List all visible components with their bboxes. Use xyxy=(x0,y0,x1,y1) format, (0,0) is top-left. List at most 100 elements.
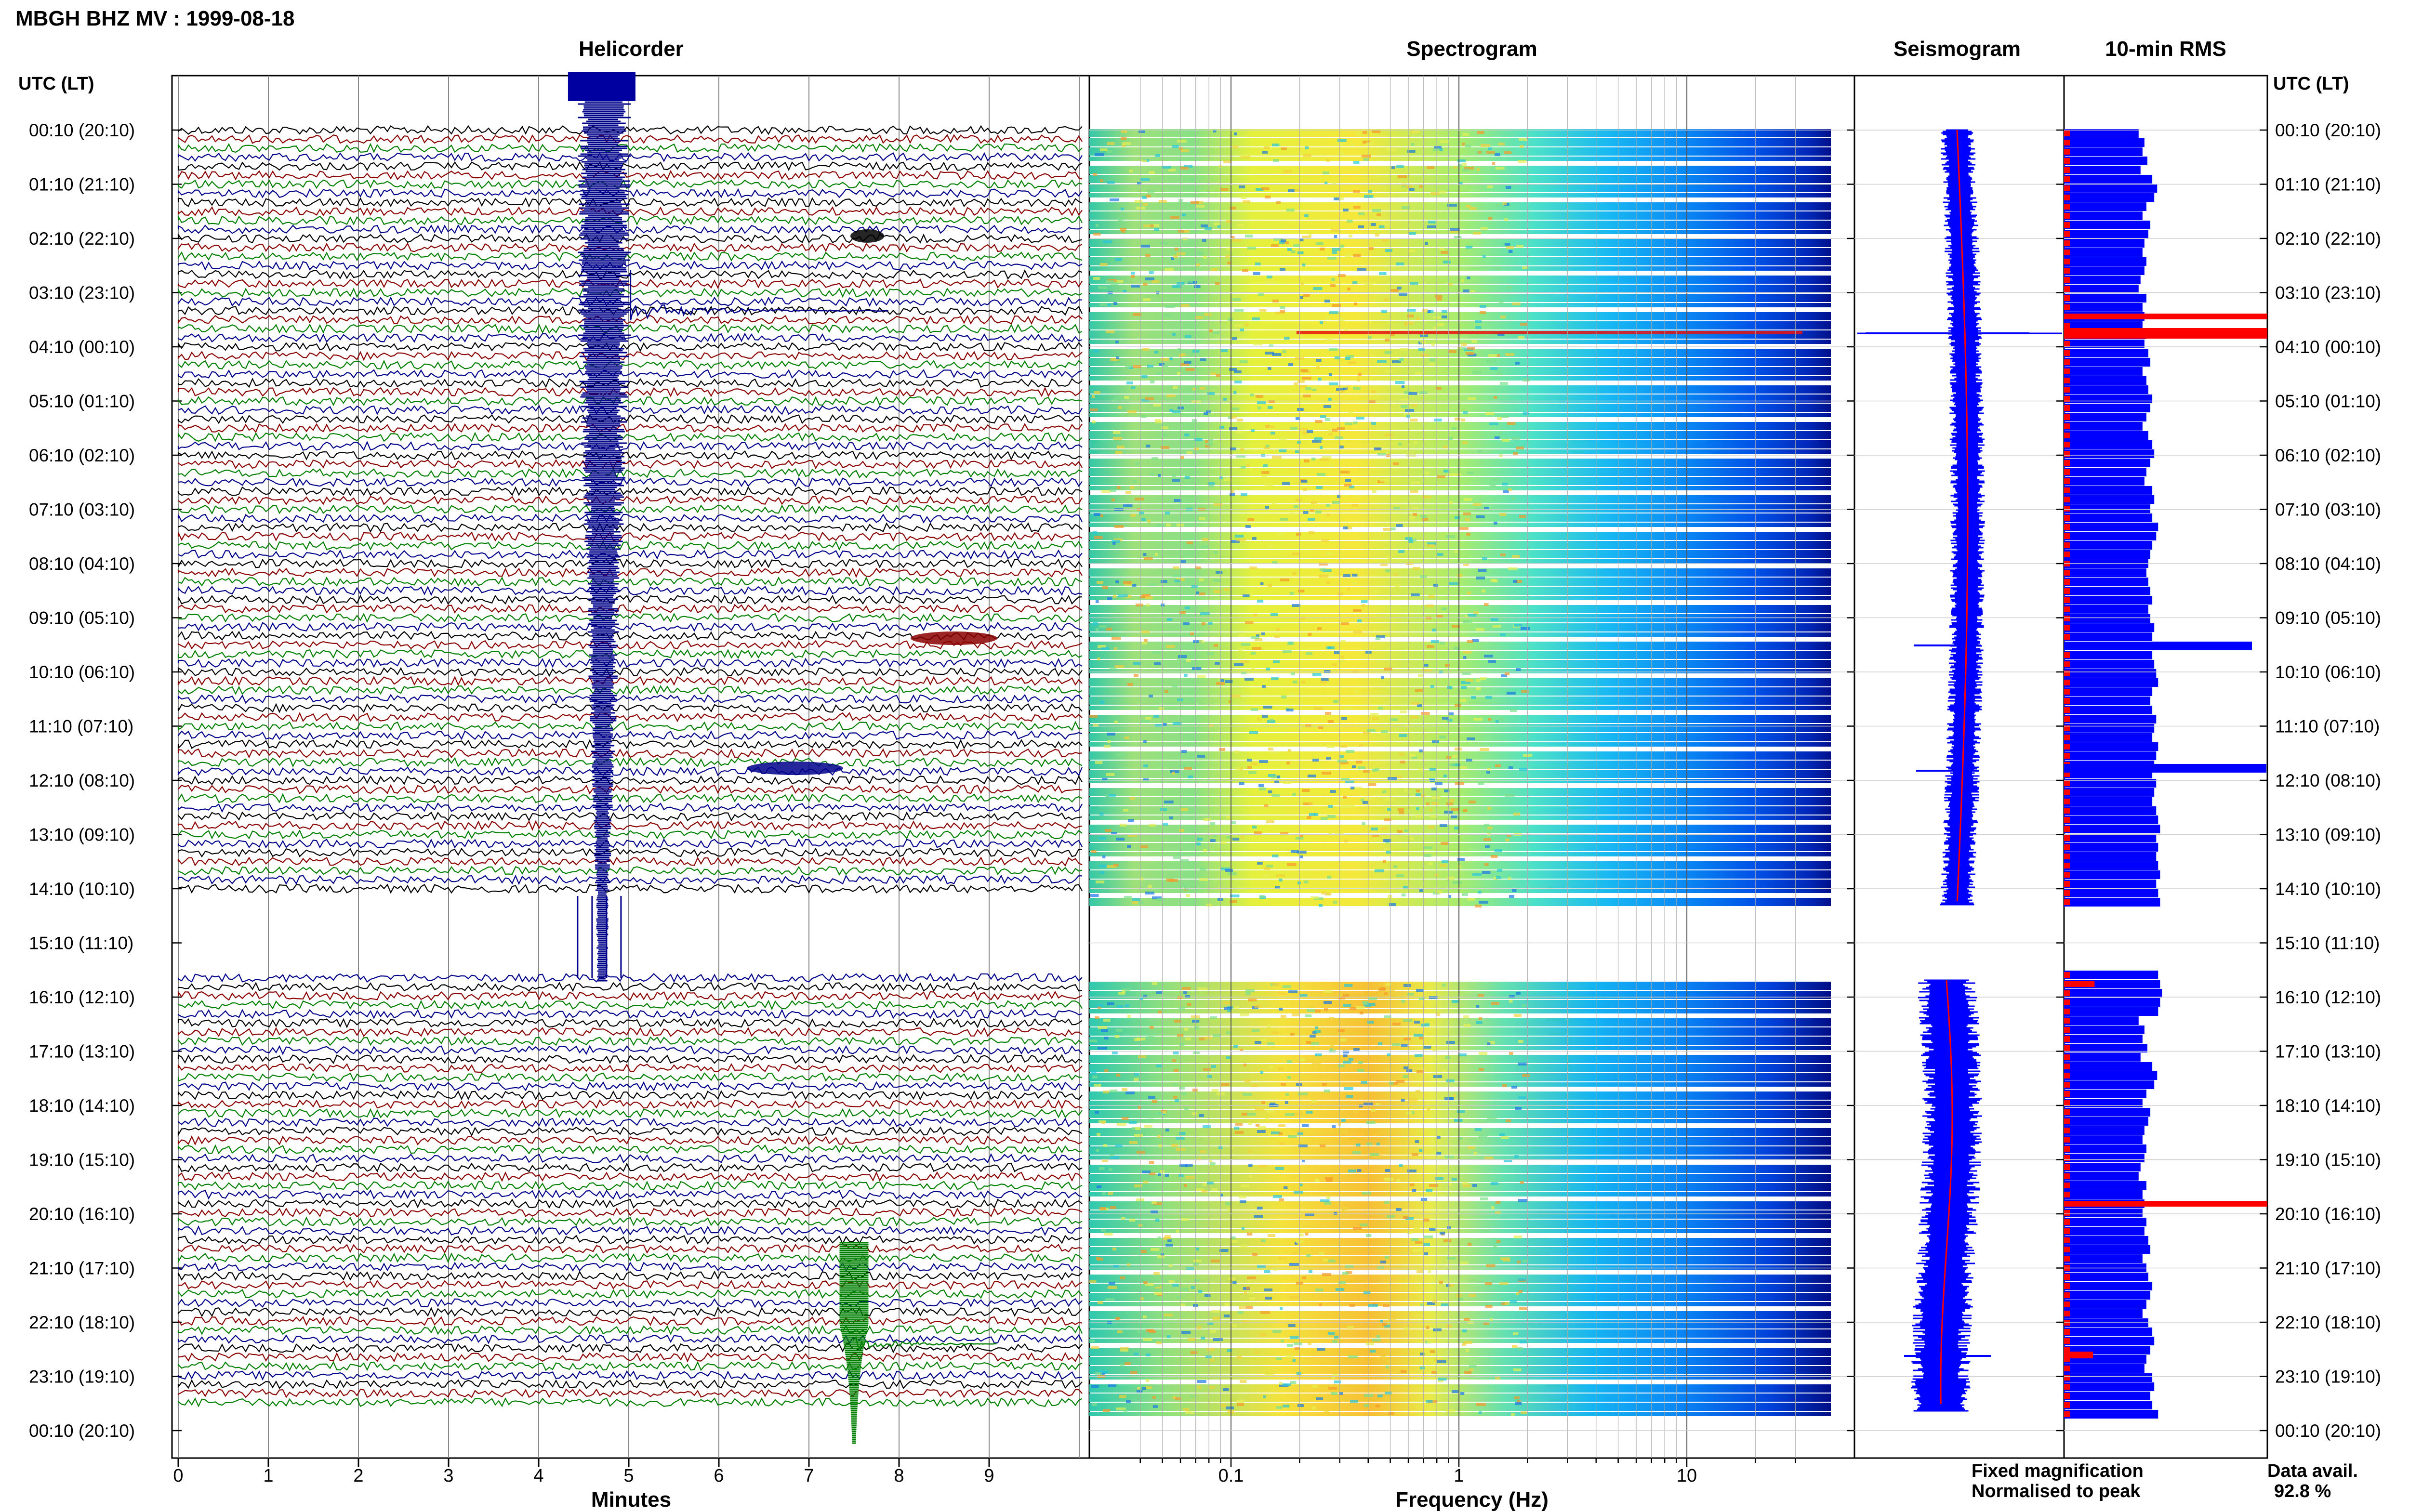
spectrogram-speckle xyxy=(1319,575,1328,578)
rms-normalised-bar xyxy=(2064,405,2070,411)
spectrogram-speckle xyxy=(1173,1396,1176,1399)
spectrogram-speckle xyxy=(1512,302,1521,305)
spectrogram-row xyxy=(1089,1101,1831,1109)
spectrogram-speckle xyxy=(1126,1400,1131,1403)
spectrogram-speckle xyxy=(1255,638,1263,641)
rms-normalised-bar xyxy=(2064,176,2070,182)
spectrogram-speckle xyxy=(1461,681,1470,684)
spectrogram-speckle xyxy=(1155,154,1161,157)
spectrogram-speckle xyxy=(1351,504,1359,507)
spectrogram-speckle xyxy=(1255,1108,1265,1111)
spectrogram-speckle xyxy=(1230,447,1236,450)
spectrogram-speckle xyxy=(1375,768,1380,771)
spectrogram-speckle xyxy=(1505,672,1509,675)
spectrogram-speckle xyxy=(1251,652,1256,655)
spectrogram-speckle xyxy=(1297,851,1307,854)
spectrogram-speckle xyxy=(1155,419,1161,422)
helicorder-trace xyxy=(177,242,1083,253)
spectrogram-speckle xyxy=(1240,1380,1247,1383)
spectrogram-speckle xyxy=(1448,350,1456,353)
spectrogram-speckle xyxy=(1221,1404,1226,1407)
helicorder-trace xyxy=(177,766,1083,776)
spectrogram-speckle xyxy=(1252,1029,1260,1032)
spectrogram-speckle xyxy=(1311,1100,1317,1103)
spectrogram-speckle xyxy=(1504,1159,1512,1162)
spectrogram-speckle xyxy=(1522,1074,1530,1077)
spectrogram-speckle xyxy=(1297,408,1304,411)
spectrogram-speckle xyxy=(1350,1400,1358,1403)
spectrogram-speckle xyxy=(1397,287,1402,289)
spectrogram-speckle xyxy=(1461,419,1466,421)
spectrogram-speckle xyxy=(1410,837,1414,840)
minute-tick-label: 8 xyxy=(894,1466,904,1486)
spectrogram-speckle xyxy=(1351,385,1355,388)
spectrogram-speckle xyxy=(1420,1303,1424,1306)
helicorder-trace xyxy=(177,748,1083,759)
spectrogram-speckle xyxy=(1244,1064,1247,1066)
spectrogram-speckle xyxy=(1115,258,1123,261)
helicorder-trace xyxy=(177,125,1083,135)
spectrogram-speckle xyxy=(1195,316,1203,319)
rms-normalised-bar xyxy=(2064,1045,2070,1051)
spectrogram-speckle xyxy=(1462,441,1468,444)
rms-fixed-bar xyxy=(2064,1337,2155,1345)
spectrogram-speckle xyxy=(1179,611,1186,614)
helicorder-trace xyxy=(177,1388,1083,1398)
spectrogram-speckle xyxy=(1173,1052,1179,1054)
spectrogram-speckle xyxy=(1130,1371,1138,1374)
spectrogram-speckle xyxy=(1249,1297,1256,1300)
spectrogram-speckle xyxy=(1367,729,1376,732)
helicorder-trace xyxy=(177,414,1083,424)
spectrogram-speckle xyxy=(1172,410,1181,413)
spectrogram-speckle xyxy=(1236,455,1246,458)
spectrogram-speckle xyxy=(1165,268,1174,271)
rms-normalised-bar xyxy=(2064,295,2070,301)
spectrogram-speckle xyxy=(1383,223,1392,226)
rms-fixed-bar xyxy=(2064,147,2143,156)
spectrogram-speckle xyxy=(1191,1015,1200,1018)
spectrogram-speckle xyxy=(1315,420,1323,423)
spectrogram-speckle xyxy=(1353,161,1360,164)
spectrogram-speckle xyxy=(1284,170,1292,173)
spectrogram-speckle xyxy=(1410,754,1416,757)
spectrogram-speckle xyxy=(1301,1390,1305,1393)
spectrogram-speckle xyxy=(1299,855,1303,858)
spectrogram-speckle xyxy=(1416,1270,1423,1273)
spectrogram-speckle xyxy=(1432,1049,1438,1052)
spectrogram-speckle xyxy=(1299,1183,1303,1186)
spectrogram-speckle xyxy=(1196,1248,1199,1250)
spectrogram-speckle xyxy=(1257,1265,1266,1268)
spectrogram-speckle xyxy=(1459,182,1463,185)
spectrogram-speckle xyxy=(1437,553,1443,556)
spectrogram-speckle xyxy=(1155,1219,1160,1222)
spectrogram-speckle xyxy=(1516,447,1524,449)
spectrogram-speckle xyxy=(1251,708,1258,711)
spectrogram-speckle xyxy=(1422,518,1429,521)
rms-normalised-bar xyxy=(2064,478,2070,484)
spectrogram-speckle xyxy=(1145,254,1151,257)
spectrogram-speckle xyxy=(1319,563,1328,565)
spectrogram-speckle xyxy=(1481,144,1490,147)
spectrogram-speckle xyxy=(1311,501,1317,504)
spectrogram-row xyxy=(1089,413,1831,417)
spectrogram-row xyxy=(1089,358,1831,366)
spectrogram-row xyxy=(1089,1046,1831,1050)
spectrogram-speckle xyxy=(1230,1146,1234,1149)
spectrogram-speckle xyxy=(1500,553,1506,556)
rms-normalised-bar xyxy=(2064,606,2070,612)
spectrogram-speckle xyxy=(1441,842,1449,845)
spectrogram-speckle xyxy=(1318,726,1324,729)
spectrogram-speckle xyxy=(1506,286,1512,289)
spectrogram-speckle xyxy=(1468,397,1476,400)
spectrogram-row xyxy=(1089,468,1831,476)
spectrogram-speckle xyxy=(1415,1054,1423,1057)
spectrogram-speckle xyxy=(1433,148,1440,151)
time-tick-labels-left: 00:10 (20:10)01:10 (21:10)02:10 (22:10)0… xyxy=(29,120,135,1441)
helicorder-trace xyxy=(177,278,1083,289)
spectrogram-speckle xyxy=(1469,801,1476,803)
spectrogram-speckle xyxy=(1300,296,1303,299)
spectrogram-speckle xyxy=(1411,593,1420,596)
spectrogram-speckle xyxy=(1129,170,1133,172)
rms-fixed-bar xyxy=(2064,1245,2151,1254)
spectrogram-speckle xyxy=(1118,594,1128,597)
